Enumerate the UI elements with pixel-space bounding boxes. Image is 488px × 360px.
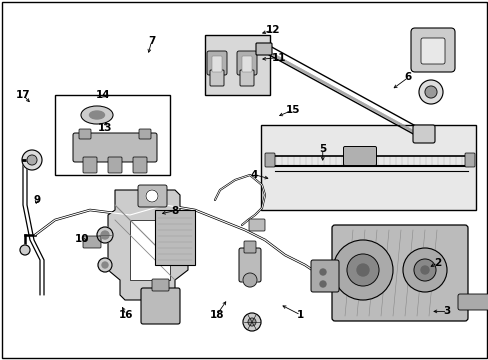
- Bar: [204, 35, 269, 95]
- Text: 2: 2: [433, 258, 440, 268]
- Text: 7: 7: [147, 36, 155, 46]
- Ellipse shape: [89, 111, 104, 119]
- FancyBboxPatch shape: [264, 153, 274, 167]
- Polygon shape: [108, 190, 187, 300]
- FancyBboxPatch shape: [410, 28, 454, 72]
- Circle shape: [319, 281, 325, 287]
- Circle shape: [146, 190, 158, 202]
- Circle shape: [20, 245, 30, 255]
- Text: 18: 18: [209, 310, 224, 320]
- FancyBboxPatch shape: [79, 129, 91, 139]
- FancyBboxPatch shape: [108, 157, 122, 173]
- Circle shape: [243, 273, 257, 287]
- FancyBboxPatch shape: [242, 56, 251, 72]
- Circle shape: [346, 254, 378, 286]
- Circle shape: [424, 86, 436, 98]
- FancyBboxPatch shape: [138, 185, 167, 207]
- Text: 12: 12: [265, 25, 280, 35]
- Circle shape: [332, 240, 392, 300]
- FancyBboxPatch shape: [343, 147, 376, 166]
- FancyBboxPatch shape: [209, 70, 224, 86]
- FancyBboxPatch shape: [457, 294, 488, 310]
- Ellipse shape: [81, 106, 113, 124]
- Circle shape: [247, 318, 256, 326]
- Circle shape: [319, 269, 325, 275]
- FancyBboxPatch shape: [212, 56, 222, 72]
- Text: 14: 14: [95, 90, 110, 100]
- Circle shape: [22, 150, 42, 170]
- Circle shape: [356, 264, 368, 276]
- FancyBboxPatch shape: [248, 219, 264, 231]
- FancyBboxPatch shape: [152, 279, 169, 291]
- Circle shape: [102, 262, 108, 268]
- FancyBboxPatch shape: [83, 236, 101, 248]
- Bar: [155, 210, 195, 265]
- Bar: [55, 95, 170, 175]
- Text: 6: 6: [404, 72, 411, 82]
- FancyBboxPatch shape: [139, 129, 151, 139]
- FancyBboxPatch shape: [141, 288, 180, 324]
- FancyBboxPatch shape: [256, 43, 271, 55]
- Circle shape: [98, 258, 112, 272]
- Text: 13: 13: [98, 123, 112, 133]
- FancyBboxPatch shape: [310, 260, 338, 292]
- Circle shape: [97, 227, 113, 243]
- FancyBboxPatch shape: [331, 225, 467, 321]
- FancyBboxPatch shape: [412, 125, 434, 143]
- FancyBboxPatch shape: [83, 157, 97, 173]
- FancyBboxPatch shape: [420, 38, 444, 64]
- Text: 10: 10: [75, 234, 89, 244]
- Text: 15: 15: [285, 105, 300, 115]
- Circle shape: [402, 248, 446, 292]
- FancyBboxPatch shape: [206, 51, 226, 75]
- Polygon shape: [130, 220, 170, 280]
- FancyBboxPatch shape: [73, 133, 157, 162]
- Circle shape: [27, 155, 37, 165]
- FancyBboxPatch shape: [133, 157, 147, 173]
- Text: 8: 8: [171, 206, 178, 216]
- Bar: [261, 125, 475, 210]
- Circle shape: [413, 259, 435, 281]
- Circle shape: [101, 231, 109, 239]
- Circle shape: [420, 266, 428, 274]
- Text: 16: 16: [119, 310, 133, 320]
- Text: 5: 5: [319, 144, 325, 154]
- Text: 3: 3: [443, 306, 450, 316]
- FancyBboxPatch shape: [244, 241, 256, 253]
- Text: 11: 11: [271, 53, 285, 63]
- FancyBboxPatch shape: [240, 70, 253, 86]
- Text: 4: 4: [250, 170, 258, 180]
- FancyBboxPatch shape: [313, 271, 325, 281]
- Circle shape: [243, 313, 261, 331]
- FancyBboxPatch shape: [239, 248, 261, 282]
- FancyBboxPatch shape: [464, 153, 474, 167]
- FancyBboxPatch shape: [237, 51, 257, 75]
- Text: 1: 1: [297, 310, 304, 320]
- Text: 9: 9: [33, 195, 40, 205]
- Circle shape: [418, 80, 442, 104]
- Text: 17: 17: [16, 90, 31, 100]
